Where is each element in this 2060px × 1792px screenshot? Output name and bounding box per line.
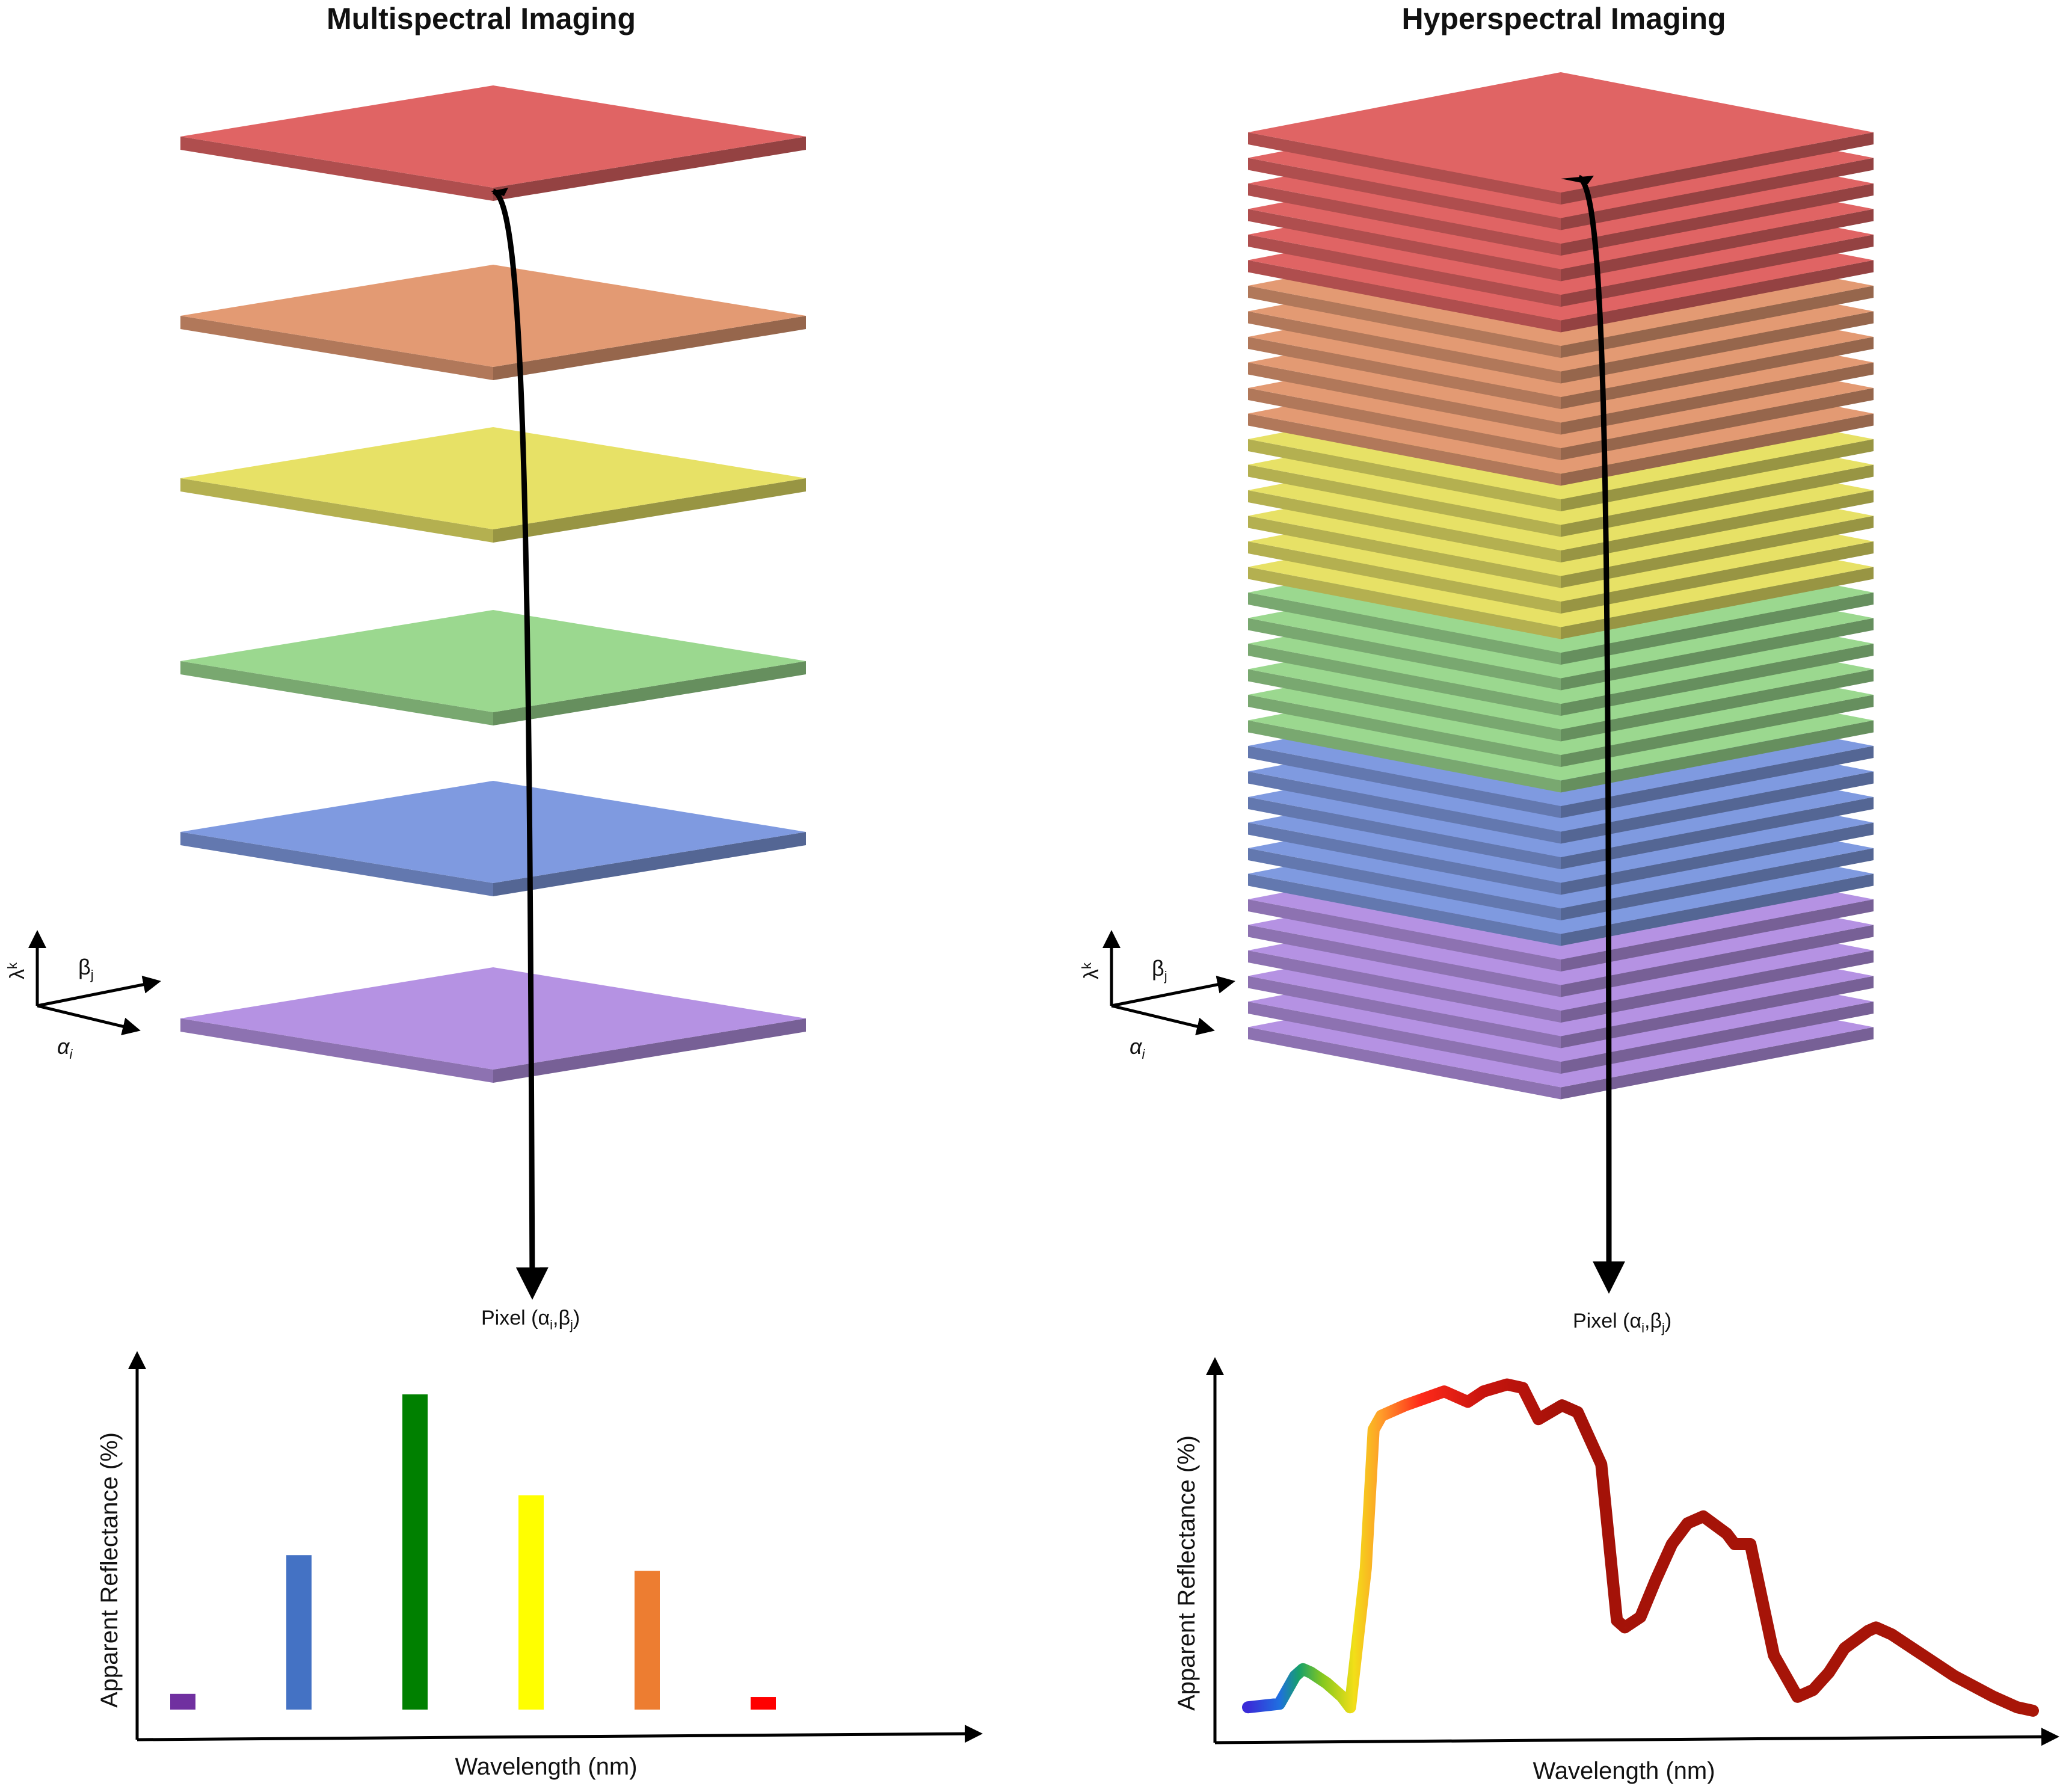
hs-pixel-label: Pixel (αi,βj) (1573, 1310, 1671, 1335)
alpha-axis-label: αi (1130, 1034, 1146, 1062)
ms-pixel-marker (491, 188, 508, 196)
multispectral-reflectance-chart: Apparent Reflectance (%) Wavelength (nm) (96, 1351, 983, 1780)
bar-red (751, 1697, 776, 1710)
y-axis-label: Apparent Reflectance (%) (96, 1432, 123, 1708)
hyperspectral-reflectance-chart: Apparent Reflectance (%) Wavelength (nm) (1173, 1357, 2059, 1784)
lambda-axis-label: λk (1079, 962, 1103, 979)
x-axis (137, 1725, 983, 1743)
beta-axis-label: βj (1152, 956, 1167, 984)
bar-blue (286, 1555, 312, 1710)
x-axis-label: Wavelength (nm) (455, 1754, 637, 1780)
x-axis (1214, 1728, 2059, 1746)
lambda-axis-label: λk (5, 962, 29, 979)
ms-pixel-label: Pixel (αi,βj) (481, 1307, 580, 1332)
hs-pixel-marker (1561, 176, 1594, 184)
ms-band-green (180, 610, 806, 725)
bar-green (402, 1394, 428, 1710)
hs-pixel-arrow (1577, 174, 1625, 1294)
ms-band-red (180, 85, 806, 201)
ms-band-violet (180, 967, 806, 1083)
alpha-axis-label: αi (57, 1034, 73, 1062)
hyperspectral-title: Hyperspectral Imaging (1401, 2, 1726, 35)
beta-axis-label: βj (78, 955, 94, 982)
ms-band-yellow (180, 427, 806, 543)
hyperspectral-band-stack (1248, 72, 1874, 1100)
ms-band-orange (180, 265, 806, 380)
ms-band-blue (180, 781, 806, 896)
hs-band-layer (1248, 72, 1874, 205)
reflectance-spectrum-line (1242, 1378, 2039, 1717)
ms-pixel-arrow (492, 188, 549, 1300)
multispectral-band-stack (180, 85, 806, 1083)
bar-yellow (518, 1495, 544, 1710)
bar-violet (170, 1693, 195, 1710)
ms-axes-icon: λk βj αi (5, 930, 161, 1062)
multispectral-title: Multispectral Imaging (327, 2, 636, 35)
hs-axes-icon: λk βj αi (1079, 930, 1235, 1062)
bar-orange (635, 1571, 660, 1710)
x-axis-label: Wavelength (nm) (1533, 1758, 1715, 1784)
y-axis-label: Apparent Reflectance (%) (1173, 1435, 1200, 1711)
